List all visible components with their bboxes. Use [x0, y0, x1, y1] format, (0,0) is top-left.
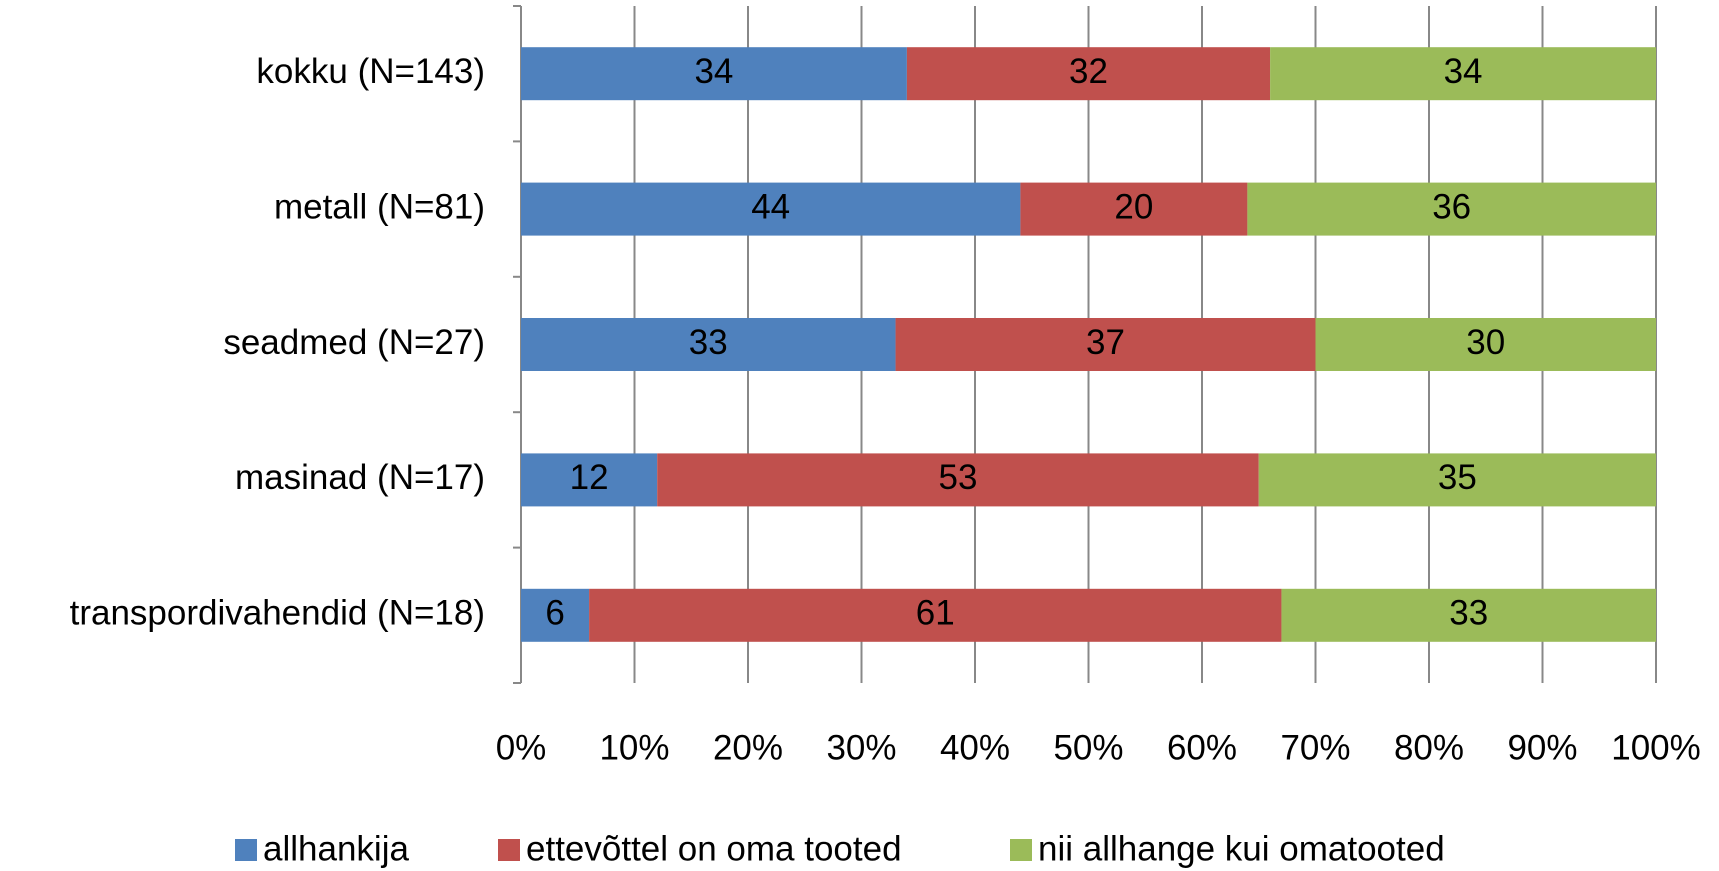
data-label: 44 — [751, 187, 790, 226]
data-label: 33 — [689, 323, 728, 362]
bar-segment — [521, 318, 896, 371]
data-label: 20 — [1114, 187, 1153, 226]
bar-segment — [589, 588, 1282, 642]
legend-swatch — [235, 839, 257, 861]
x-tick-label: 30% — [826, 728, 896, 767]
x-tick-label: 70% — [1280, 728, 1350, 767]
bar-segment — [1247, 182, 1656, 236]
x-tick-label: 0% — [496, 728, 547, 767]
data-label: 30 — [1466, 323, 1505, 362]
data-label: 33 — [1449, 594, 1488, 633]
data-label: 6 — [545, 594, 564, 633]
y-tick-label: metall (N=81) — [274, 187, 485, 226]
x-tick-label: 80% — [1394, 728, 1464, 767]
bar-segment — [1281, 588, 1656, 642]
x-tick-label: 100% — [1611, 728, 1701, 767]
data-label: 34 — [694, 52, 733, 91]
bar-segment — [521, 588, 590, 642]
data-label: 37 — [1086, 323, 1125, 362]
bar-segment — [521, 47, 907, 101]
y-tick-label: transpordivahendid (N=18) — [70, 594, 485, 633]
x-tick-label: 90% — [1507, 728, 1577, 767]
bar-segment — [1270, 47, 1656, 101]
bar-segment — [895, 318, 1316, 371]
x-tick-label: 10% — [599, 728, 669, 767]
y-tick-label: kokku (N=143) — [256, 52, 485, 91]
x-tick-label: 50% — [1053, 728, 1123, 767]
y-tick-label: masinad (N=17) — [235, 458, 485, 497]
legend-label: nii allhange kui omatooted — [1038, 829, 1445, 868]
data-label: 12 — [570, 458, 609, 497]
data-label: 34 — [1444, 52, 1483, 91]
data-label: 36 — [1432, 187, 1471, 226]
x-tick-label: 20% — [713, 728, 783, 767]
bar-segment — [906, 47, 1271, 101]
data-label: 53 — [939, 458, 978, 497]
x-tick-label: 40% — [940, 728, 1010, 767]
bar-segment — [1315, 318, 1656, 371]
data-label: 35 — [1438, 458, 1477, 497]
legend-label: allhankija — [263, 829, 409, 868]
bar-segment — [521, 453, 658, 507]
data-label: 61 — [916, 594, 955, 633]
data-label: 32 — [1069, 52, 1108, 91]
legend-label: ettevõttel on oma tooted — [526, 829, 902, 868]
legend-swatch — [1010, 839, 1032, 861]
y-tick-label: seadmed (N=27) — [223, 323, 485, 362]
legend-swatch — [498, 839, 520, 861]
x-tick-label: 60% — [1167, 728, 1237, 767]
bar-segment — [1258, 453, 1656, 507]
bar-segment — [657, 453, 1259, 507]
bar-segment — [521, 182, 1021, 236]
bar-segment — [1020, 182, 1248, 236]
